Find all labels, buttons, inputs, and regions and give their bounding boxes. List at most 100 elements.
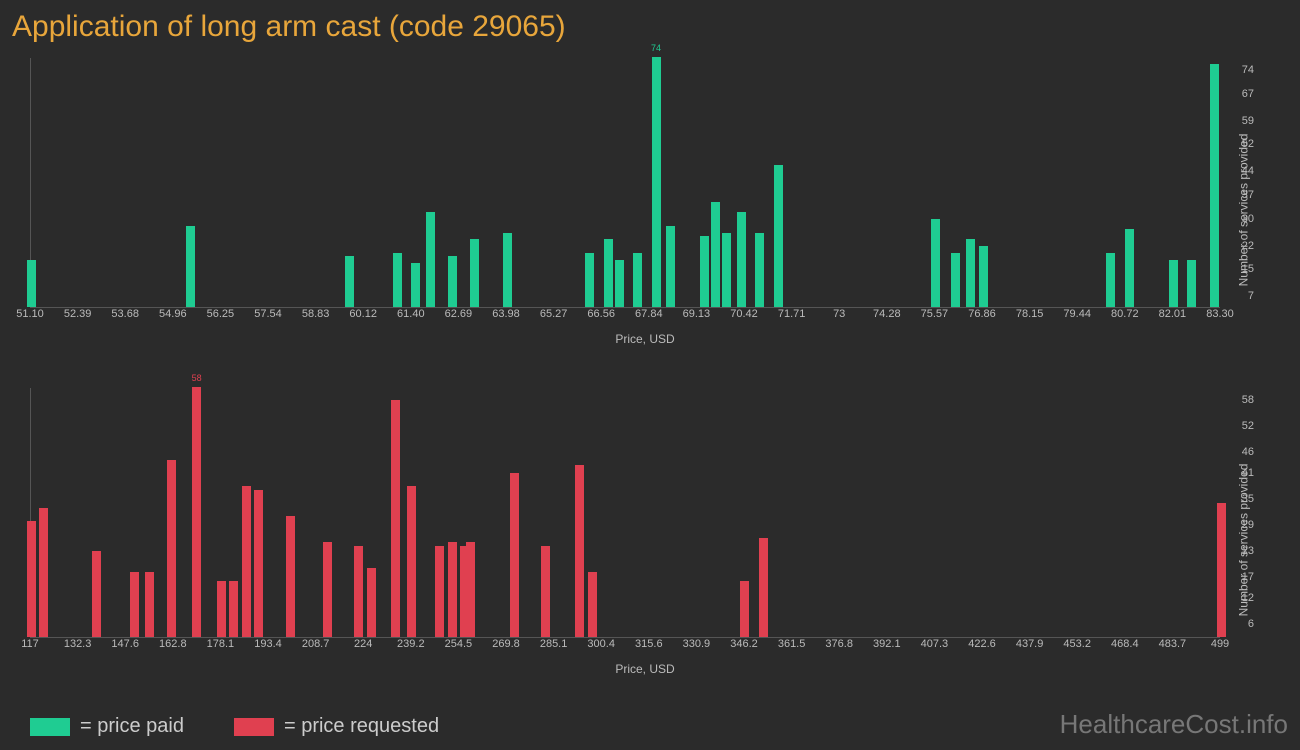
x-axis-label: Price, USD [615,332,674,346]
x-tick: 65.27 [540,308,568,320]
bar [979,246,988,307]
bar [1187,260,1196,307]
x-ticks: 51.1052.3953.6854.9656.2557.5458.8360.12… [30,308,1220,326]
y-tick: 74 [1242,64,1254,76]
bars-container: 74 [31,58,1220,307]
bar [711,202,720,307]
x-tick: 73 [833,308,845,320]
x-tick: 117 [21,638,39,650]
y-tick: 67 [1242,88,1254,100]
x-tick: 56.25 [207,308,235,320]
x-tick: 193.4 [254,638,282,650]
x-tick: 300.4 [587,638,615,650]
bar [229,581,238,637]
x-tick: 224 [354,638,372,650]
legend-item-paid: = price paid [30,715,184,738]
bar [633,253,642,307]
bar [130,572,139,637]
x-tick: 483.7 [1159,638,1187,650]
bar [323,542,332,637]
x-tick: 82.01 [1159,308,1187,320]
y-tick: 58 [1242,394,1254,406]
x-tick: 285.1 [540,638,568,650]
bar [951,253,960,307]
x-tick: 62.69 [445,308,473,320]
legend-label: = price paid [80,715,184,738]
x-tick: 147.6 [111,638,139,650]
x-tick: 376.8 [825,638,853,650]
x-tick: 54.96 [159,308,187,320]
bar [345,256,354,307]
legend-label: = price requested [284,715,439,738]
bar [503,233,512,307]
x-tick: 71.71 [778,308,806,320]
legend-swatch-red [234,718,274,736]
bar [1210,64,1219,307]
x-tick: 453.2 [1063,638,1091,650]
bar [27,521,36,637]
x-tick: 66.56 [587,308,615,320]
y-tick: 7 [1248,290,1254,302]
bar [92,551,101,637]
bar [286,516,295,637]
bar [217,581,226,637]
x-tick: 61.40 [397,308,425,320]
x-tick: 178.1 [207,638,235,650]
bar [448,542,457,637]
watermark: HealthcareCost.info [1060,709,1288,740]
x-tick: 392.1 [873,638,901,650]
x-axis-label: Price, USD [615,662,674,676]
y-axis-label: Number of services provided [1237,464,1251,617]
bar [466,542,475,637]
y-tick: 6 [1248,618,1254,630]
x-tick: 78.15 [1016,308,1044,320]
x-tick: 60.12 [349,308,377,320]
y-tick: 59 [1242,115,1254,127]
bar [541,546,550,637]
bar-max-label: 74 [651,43,661,53]
bar [1125,229,1134,307]
x-tick: 346.2 [730,638,758,650]
bar-max-label: 58 [192,373,202,383]
bar [391,400,400,637]
x-tick: 74.28 [873,308,901,320]
x-tick: 269.8 [492,638,520,650]
x-tick: 80.72 [1111,308,1139,320]
bar [426,212,435,307]
x-tick: 69.13 [683,308,711,320]
bar [393,253,402,307]
bar [411,263,420,307]
y-tick: 52 [1242,420,1254,432]
x-tick: 57.54 [254,308,282,320]
bar [254,490,263,637]
bar: 74 [652,57,661,307]
bar [722,233,731,307]
bar [604,239,613,307]
bar [666,226,675,307]
x-tick: 53.68 [111,308,139,320]
x-tick: 79.44 [1063,308,1091,320]
x-tick: 58.83 [302,308,330,320]
bar [186,226,195,307]
bars-container: 58 [31,388,1220,637]
bar [615,260,624,307]
x-tick: 52.39 [64,308,92,320]
x-tick: 132.3 [64,638,92,650]
x-tick: 315.6 [635,638,663,650]
x-tick: 67.84 [635,308,663,320]
bar [39,508,48,637]
x-tick: 76.86 [968,308,996,320]
bar [755,233,764,307]
bar [774,165,783,307]
bar: 58 [192,387,201,637]
x-tick: 208.7 [302,638,330,650]
bar [931,219,940,307]
x-tick: 75.57 [921,308,949,320]
x-tick: 468.4 [1111,638,1139,650]
legend: = price paid = price requested [30,715,439,738]
page-title: Application of long arm cast (code 29065… [0,0,1300,44]
plot-area: 58 [30,388,1220,638]
bar [435,546,444,637]
bar [575,465,584,637]
x-tick: 70.42 [730,308,758,320]
